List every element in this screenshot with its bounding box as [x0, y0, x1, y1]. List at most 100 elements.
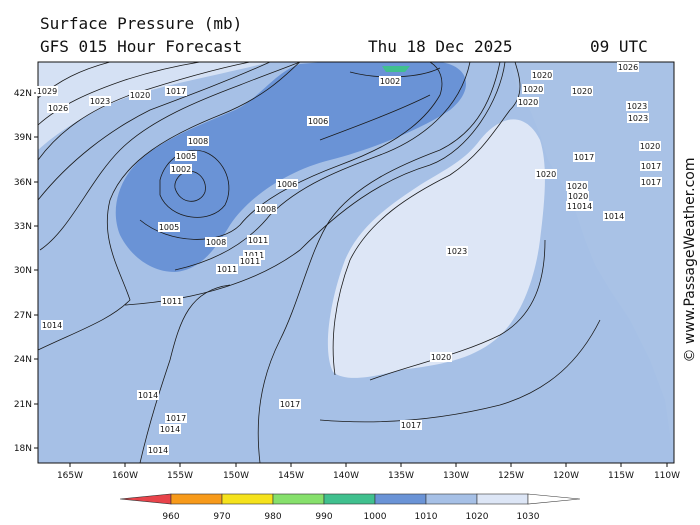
- isobar-1008: [174, 62, 471, 271]
- isobar-label-text: 1023: [447, 247, 467, 256]
- longitude-axis: 165W 160W 155W 150W 145W 140W 135W 130W 125W 120W…: [57, 463, 680, 481]
- isobar-label-text: 1008: [188, 137, 208, 146]
- isobar-label: 1005: [175, 151, 197, 161]
- isobar-label-bg: [165, 413, 187, 423]
- isobar-label: 1006: [307, 116, 329, 126]
- isobar-label: 1020: [517, 97, 539, 107]
- isobar-label: 1002: [170, 164, 192, 174]
- lat-tick-label: 36N: [14, 178, 32, 188]
- legend-swatch: [170, 493, 223, 505]
- isobar-label: 1014: [603, 211, 625, 221]
- watermark: © www.PassageWeather.com: [680, 150, 700, 370]
- isobar-label-text: 1014: [148, 446, 168, 455]
- isobar-label-bg: [175, 151, 197, 161]
- pressure-legend: 960 970 980 990 1000 1010 1020 1030: [119, 493, 581, 522]
- lon-tick-label: 150W: [223, 471, 249, 481]
- isobar-label: 1017: [165, 413, 187, 423]
- isobar-1005: [159, 150, 230, 218]
- lon-tick-label: 125W: [498, 471, 524, 481]
- isobar-label: 1008: [255, 204, 277, 214]
- lon-tick-label: 115W: [608, 471, 634, 481]
- isobar-label: 1020: [639, 141, 661, 151]
- isobar-label: 1020: [430, 352, 452, 362]
- isobar-label-text: 1002: [171, 165, 191, 174]
- isobar-label-text: 1017: [280, 400, 300, 409]
- isobar-label-text: 1006: [277, 180, 297, 189]
- isobar-label-text: 1020: [568, 192, 588, 201]
- isobar-1020: [38, 62, 271, 201]
- isobar-label-text: 1020: [130, 91, 150, 100]
- isobar-label-text: 1017: [166, 87, 186, 96]
- isobar-label: 1011: [247, 235, 269, 245]
- legend-tick-label: 1010: [415, 512, 438, 522]
- isobar-label: 1023: [89, 96, 111, 106]
- isobar-label: 1011: [161, 296, 183, 306]
- legend-arrow-low: [119, 493, 172, 505]
- isobar-label-bg: [446, 246, 468, 256]
- lon-tick-label: 140W: [333, 471, 359, 481]
- lon-tick-label: 155W: [167, 471, 193, 481]
- isobar-label-text: 1020: [536, 170, 556, 179]
- lat-tick-label: 30N: [14, 266, 32, 276]
- lon-tick-label: 110W: [654, 471, 680, 481]
- isobar-label-text: 1002: [380, 77, 400, 86]
- isobar-label-text: 1011: [244, 251, 264, 260]
- isobar-label-bg: [239, 256, 261, 266]
- forecast-subtitle: GFS 015 Hour Forecast: [40, 37, 243, 56]
- isobar-label-bg: [47, 103, 69, 113]
- isobar-label-text: 1014: [160, 425, 180, 434]
- isobar-label: 1014: [137, 390, 159, 400]
- legend-tick-label: 960: [162, 512, 179, 522]
- legend-arrow-high: [527, 493, 581, 505]
- isobar-label-bg: [158, 222, 180, 232]
- isobar-label: 1017: [640, 161, 662, 171]
- isobar-1014: [38, 62, 301, 351]
- isobar-label-text: 1011: [162, 297, 182, 306]
- isobar-label-bg: [430, 352, 452, 362]
- legend-swatch: [221, 493, 274, 505]
- lon-tick-label: 145W: [278, 471, 304, 481]
- isobar-1017: [39, 62, 301, 251]
- isobar-label-bg: [639, 141, 661, 151]
- isobar-label-text: 1011: [248, 236, 268, 245]
- isobar-label: 1017: [279, 399, 301, 409]
- lon-tick-label: 160W: [112, 471, 138, 481]
- isobar-label-bg: [216, 264, 238, 274]
- pressure-band-1000-patch: [382, 66, 410, 72]
- isobar-label: 1014: [571, 201, 593, 211]
- isobar-label-bg: [165, 86, 187, 96]
- pressure-band-1030-nw: [38, 62, 270, 150]
- isobar-label: 1023: [626, 101, 648, 111]
- isobar-label-text: 1020: [532, 71, 552, 80]
- isobar-label-bg: [170, 164, 192, 174]
- isobar-label-text: 1020: [518, 98, 538, 107]
- isobar-label: 1014: [41, 320, 63, 330]
- isobar-label: 1023: [627, 113, 649, 123]
- isobar-1011: [124, 62, 506, 306]
- isobar-label-text: 1023: [628, 114, 648, 123]
- isobar-label: 1017: [400, 420, 422, 430]
- isobar-label: 1020: [535, 169, 557, 179]
- watermark-text: © www.PassageWeather.com: [682, 157, 698, 363]
- map-frame: [37, 61, 675, 464]
- isobar-1014-south: [139, 284, 231, 463]
- isobar-label-text: 1005: [159, 223, 179, 232]
- isobar-label-bg: [379, 76, 401, 86]
- isobar-label-bg: [243, 250, 265, 260]
- isobar-label: 1014: [147, 445, 169, 455]
- isobar-label: 1020: [571, 86, 593, 96]
- isobar-label-text: 1008: [256, 205, 276, 214]
- isobar-1002-low: [174, 170, 206, 202]
- isobar-label: 1017: [165, 86, 187, 96]
- isobar-label-text: 1014: [572, 202, 592, 211]
- legend-swatch: [425, 493, 478, 505]
- isobar-label-bg: [535, 169, 557, 179]
- forecast-date: Thu 18 Dec 2025: [368, 37, 513, 56]
- isobar-label-text: 1017: [641, 178, 661, 187]
- isobar-label-text: 1026: [48, 104, 68, 113]
- lon-tick-label: 165W: [57, 471, 83, 481]
- isobar-label-text: 1020: [640, 142, 660, 151]
- isobar-label: 1026: [617, 62, 639, 72]
- isobar-label: 1011: [239, 256, 261, 266]
- isobar-label: 1006: [276, 179, 298, 189]
